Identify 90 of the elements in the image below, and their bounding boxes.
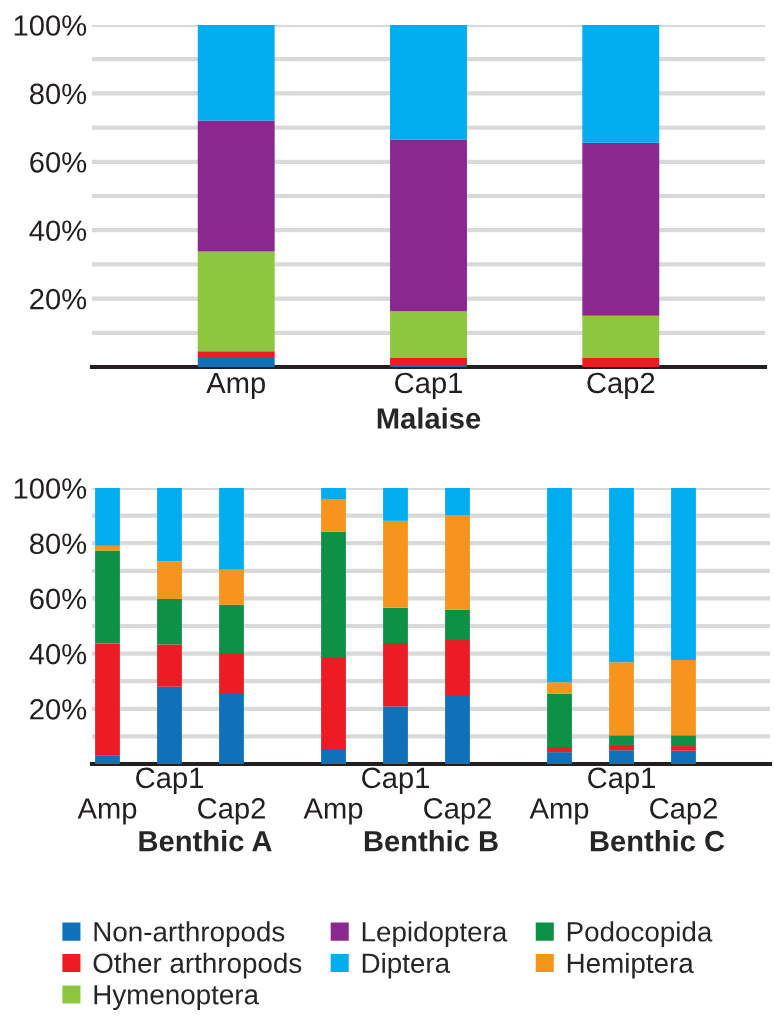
x-tick-label: Amp [529, 798, 589, 825]
bar [197, 357, 275, 367]
bar [219, 693, 244, 764]
y-tick-label: 60% [30, 152, 87, 173]
bar [383, 706, 408, 764]
bar [671, 735, 696, 747]
bar [582, 315, 660, 359]
bar [445, 696, 470, 764]
bar [671, 746, 696, 751]
bar [321, 531, 346, 657]
x-tick-label: Cap2 [424, 798, 491, 825]
bar [609, 488, 634, 663]
x-tick-label: Cap1 [588, 767, 655, 794]
x-tick-label: Cap2 [198, 798, 265, 825]
bar [157, 488, 182, 562]
bar [383, 520, 408, 608]
x-tick-label: Amp [206, 372, 265, 400]
legend-label: Non-arthropods [94, 921, 285, 948]
bar [390, 358, 467, 366]
bar [547, 488, 572, 683]
bar [321, 488, 346, 500]
bar [445, 515, 470, 610]
bar [321, 749, 346, 764]
bar [95, 755, 120, 764]
bar [445, 640, 470, 697]
bar [95, 550, 120, 644]
bar [321, 499, 346, 532]
bar [390, 311, 467, 359]
legend-label: Lepidoptera [362, 921, 508, 948]
bar [157, 598, 182, 645]
x-tick-label: Cap2 [650, 798, 717, 825]
bar [219, 604, 244, 654]
x-axis-title: Benthic C [590, 830, 725, 852]
bar [390, 139, 467, 312]
bar [547, 693, 572, 747]
bar [582, 358, 660, 367]
bar [609, 735, 634, 745]
y-tick-label: 20% [30, 699, 87, 720]
bar [671, 488, 696, 660]
legend-label: Other arthropods [93, 952, 302, 979]
bar [609, 662, 634, 736]
bar [95, 643, 120, 756]
y-tick-label: 40% [29, 643, 87, 665]
bar [390, 25, 467, 140]
y-tick-label: 40% [29, 220, 87, 242]
bar [383, 607, 408, 644]
legend-label: Podocopida [567, 921, 713, 948]
bar [157, 561, 182, 599]
bar [95, 488, 120, 546]
bar [197, 351, 275, 358]
bar [383, 488, 408, 521]
x-tick-label: Amp [77, 798, 137, 825]
legend-label: Hymenoptera [94, 985, 259, 1010]
x-tick-label: Cap1 [362, 767, 429, 794]
x-axis-title: Benthic B [364, 830, 498, 852]
x-tick-label: Cap1 [136, 767, 203, 794]
y-tick-label: 100% [14, 478, 87, 499]
bar [383, 643, 408, 707]
y-tick-label: 80% [30, 533, 87, 555]
bar [219, 569, 244, 605]
bar [445, 488, 470, 516]
bar [321, 656, 346, 750]
bar [609, 744, 634, 751]
y-tick-label: 80% [30, 83, 87, 105]
bar [157, 686, 182, 764]
bar [197, 120, 275, 252]
x-tick-label: Cap1 [395, 372, 462, 400]
bar [582, 25, 660, 143]
bar [219, 653, 244, 694]
bar [609, 750, 634, 764]
bar [547, 752, 572, 764]
y-tick-label: 60% [30, 588, 87, 610]
bar [197, 25, 275, 121]
bar [219, 488, 244, 570]
legend-label: Diptera [362, 952, 451, 979]
bar [547, 746, 572, 753]
x-axis-title: Malaise [377, 407, 481, 429]
y-tick-label: 100% [14, 15, 87, 36]
legend-label: Hemiptera [567, 952, 694, 979]
bar [671, 659, 696, 736]
x-axis-title: Benthic A [139, 830, 272, 852]
y-tick-label: 20% [30, 288, 87, 310]
x-tick-label: Cap2 [587, 372, 655, 400]
bar [445, 609, 470, 641]
x-tick-label: Amp [303, 798, 363, 825]
bar [157, 644, 182, 687]
bar [671, 750, 696, 764]
bar [582, 142, 660, 316]
bar [197, 251, 275, 352]
bar [547, 682, 572, 694]
